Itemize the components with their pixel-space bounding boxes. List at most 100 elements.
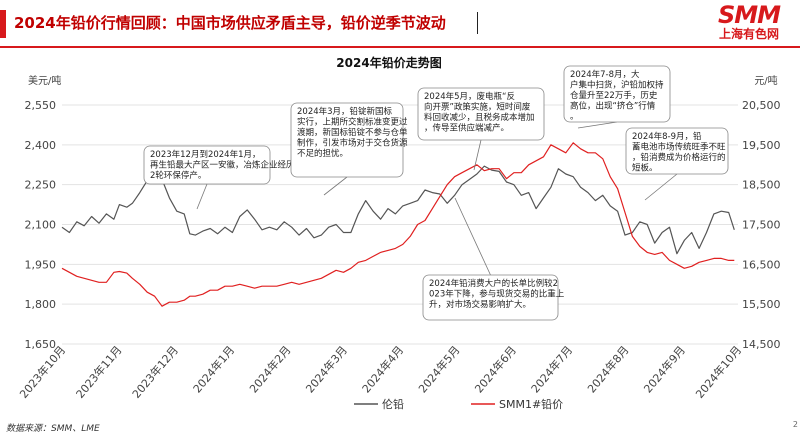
callout-line: 023年下降，参与现货交易的比重上 [429,289,565,300]
callout-line: 短板。 [632,163,658,174]
y-tick-label-right: 15,500 [742,298,781,311]
callout-box [417,87,545,141]
legend-label: SMM1#铅价 [499,397,563,411]
x-tick-label: 2024年6月 [472,343,519,396]
x-axis: 2023年10月 2023年11月 2023年12月 2024年1月 2024年2月 20… [16,343,744,401]
callout-text: 2023年12月到2024年1月，再生铅最大产区一安徽，冶炼企业经历 2轮环保停产… [150,149,295,181]
annotation-callout: 2024年3月，铅锭新国标实行，上期所交割标准变更过渡期，新国标铅锭不参与仓单制… [290,102,408,196]
callout-line: 2024年5月，废电瓶“反 [424,91,515,102]
y-tick-label-right: 17,500 [742,219,781,232]
callout-line: 2024年7-8月，大 [570,69,640,80]
callout-box [290,102,404,178]
annotation-callout: 2024年5月，废电瓶“反向开票”政策实施，短时间废料回收减少，且税务成本增加，… [417,87,545,171]
callout-box [625,127,729,175]
x-tick-label: 2024年3月 [303,343,350,396]
callout-pointer [454,197,491,276]
x-tick-label: 2024年8月 [584,343,631,396]
annotation-callout: 2023年12月到2024年1月，再生铅最大产区一安徽，冶炼企业经历 2轮环保停产… [143,145,295,210]
callout-text: 2024年8-9月，铅蓄电池市场传统旺季不旺，铅消费成为价格运行的短板。 [632,131,726,174]
y-tick-label-right: 19,500 [742,139,781,152]
x-tick-label: 2024年10月 [692,343,744,401]
callout-text: 2024年5月，废电瓶“反向开票”政策实施，短时间废料回收减少，且税务成本增加，… [424,91,535,134]
y-tick-label-left: 2,100 [25,219,57,232]
chart-title: 2024年铅价走势图 [336,55,441,70]
page-number: 2 [792,420,798,429]
callout-line: 不足的担忧。 [297,148,348,159]
x-tick-label: 2023年12月 [129,343,181,401]
callout-box [563,65,671,123]
callout-line: 再生铅最大产区一安徽，冶炼企业经历 [150,160,295,171]
callout-line: 仓量升至22万手，历史 [570,90,658,101]
callout-pointer [473,139,482,171]
y-tick-label-right: 14,500 [742,338,781,351]
callout-text: 2024年3月，铅锭新国标实行，上期所交割标准变更过渡期，新国标铅锭不参与仓单制… [297,106,408,159]
callout-pointer [577,121,618,129]
x-tick-label: 2023年11月 [73,343,125,401]
callout-box [143,145,271,185]
left-y-axis: 2,550 2,400 2,250 2,100 1,950 1,800 1,650 [25,99,57,351]
series-lines [61,142,735,307]
left-axis-unit: 美元/吨 [28,74,61,87]
y-tick-label-left: 2,550 [25,99,57,112]
callout-line: 2023年12月到2024年1月， [150,149,261,160]
callout-line: 2024年8-9月，铅 [632,131,702,142]
legend-label: 伦铅 [382,397,404,411]
y-tick-label-left: 1,800 [25,298,57,311]
callout-line: 2024年3月，铅锭新国标 [297,106,393,117]
x-tick-label: 2024年9月 [641,343,688,396]
annotation-callout: 2024年7-8月，大户集中扫货，沪铅加权持仓量升至22万手，历史高位，出现“挤… [563,65,671,129]
callout-line: 户集中扫货，沪铅加权持 [570,80,664,91]
callout-line: 料回收减少，且税务成本增加 [424,112,535,123]
callout-line: 制作，引发市场对于交仓货源 [297,138,408,149]
callout-line: ，传导至供应端减产。 [424,123,509,134]
callout-line: 2轮环保停产。 [150,170,206,181]
annotation-callout: 2024年8-9月，铅蓄电池市场传统旺季不旺，铅消费成为价格运行的短板。 [625,127,729,201]
y-tick-label-right: 18,500 [742,179,781,192]
data-source: 数据来源：SMM、LME [6,424,100,434]
callout-line: 向开票”政策实施，短时间废 [424,102,531,113]
callout-pointer [323,176,348,196]
y-tick-label-right: 20,500 [742,99,781,112]
callout-line: 蓄电池市场传统旺季不旺 [632,142,726,153]
x-tick-label: 2024年2月 [246,343,293,396]
callout-pointer [196,183,208,210]
x-tick-label: 2024年5月 [415,343,462,396]
y-tick-label-left: 1,650 [25,338,57,351]
x-tick-label: 2024年1月 [190,343,237,396]
logo-mark: SMM [717,1,781,29]
y-tick-label-right: 16,500 [742,258,781,271]
logo-subtitle: 上海有色网 [718,27,779,41]
title-accent-bar [0,10,6,38]
annotation-callout: 2024年铅消费大户的长单比例较2 023年下降，参与现货交易的比重上升，对市场交… [422,197,565,321]
y-tick-label-left: 2,250 [25,179,57,192]
header-rule [0,46,800,48]
callout-line: 。 [570,112,579,122]
callout-pointer [644,173,678,201]
x-tick-label: 2024年4月 [359,343,406,396]
x-tick-label: 2023年10月 [16,343,68,401]
annotations: 2023年12月到2024年1月，再生铅最大产区一安徽，冶炼企业经历 2轮环保停产… [143,65,729,321]
callout-line: ，铅消费成为价格运行的 [632,152,726,163]
callout-line: 升，对市场交易影响扩大。 [429,299,531,310]
callout-text: 2024年铅消费大户的长单比例较2 023年下降，参与现货交易的比重上升，对市场交… [429,278,565,310]
callout-box [422,274,559,321]
smm-logo: SMM 上海有色网 [706,3,792,41]
callout-line: 2024年铅消费大户的长单比例较2 [429,278,558,289]
series-line-smm [61,142,735,307]
text-cursor [477,12,478,34]
series-line-lme [61,165,735,255]
callout-line: 渡期，新国标铅锭不参与仓单 [297,127,408,138]
y-tick-label-left: 1,950 [25,258,57,271]
slide-title: 2024年铅价行情回顾：中国市场供应矛盾主导，铅价逆季节波动 [14,14,446,32]
legend: 伦铅 SMM1#铅价 [354,397,563,411]
x-tick-label: 2024年7月 [528,343,575,396]
right-y-axis: 20,500 19,500 18,500 17,500 16,500 15,500 14,5… [742,99,781,351]
right-axis-unit: 元/吨 [754,74,777,87]
slide-header: 2024年铅价行情回顾：中国市场供应矛盾主导，铅价逆季节波动 SMM 上海有色网 [0,0,800,46]
callout-text: 2024年7-8月，大户集中扫货，沪铅加权持仓量升至22万手，历史高位，出现“挤… [570,69,664,122]
grid [62,104,738,345]
y-tick-label-left: 2,400 [25,139,57,152]
callout-line: 实行，上期所交割标准变更过 [297,117,408,128]
callout-line: 高位，出现“挤仓”行情 [570,101,656,112]
